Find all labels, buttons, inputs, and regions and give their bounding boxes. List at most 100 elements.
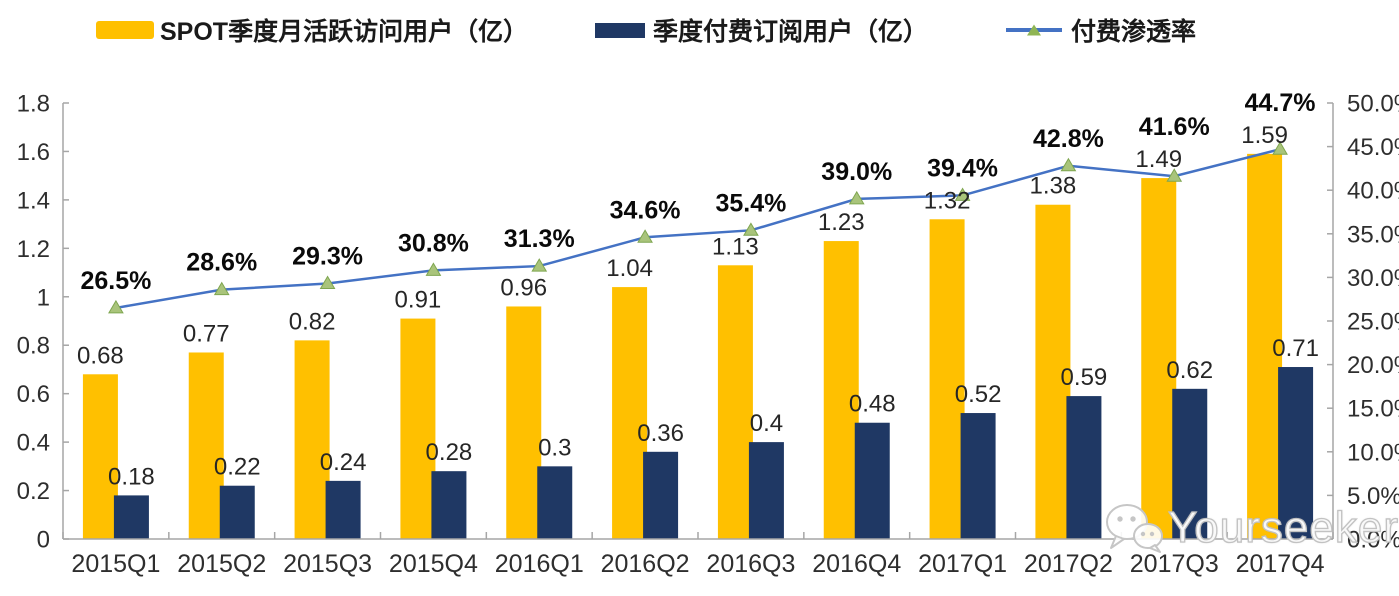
paid-bar	[219, 485, 255, 539]
left-axis-tick-label: 1.4	[17, 187, 50, 214]
category-label: 2015Q2	[177, 550, 266, 578]
paid-value-label: 0.36	[637, 420, 684, 447]
penetration-marker	[319, 275, 336, 290]
mau-value-label: 0.91	[395, 287, 442, 314]
paid-bar	[537, 466, 573, 539]
legend-label-penetration: 付费渗透率	[1071, 18, 1197, 46]
category-label: 2015Q1	[71, 550, 160, 578]
paid-value-label: 0.52	[955, 381, 1002, 408]
mau-value-label: 1.38	[1030, 173, 1077, 200]
left-axis-tick-label: 1.2	[17, 236, 50, 263]
left-axis-tick-label: 0.2	[17, 478, 50, 505]
mau-bar	[612, 287, 648, 539]
penetration-line	[115, 148, 1281, 310]
penetration-marker	[954, 187, 971, 201]
category-label: 2015Q4	[389, 550, 478, 578]
right-axis-tick-label: 45.0%	[1347, 134, 1399, 161]
penetration-value-label: 34.6%	[610, 196, 681, 224]
category-label: 2016Q4	[812, 550, 901, 578]
mau-value-label: 1.49	[1135, 146, 1182, 173]
penetration-marker	[1166, 168, 1183, 182]
penetration-value-label: 29.3%	[292, 243, 363, 271]
penetration-marker	[1272, 141, 1288, 155]
right-axis-tick-label: 25.0%	[1347, 309, 1399, 336]
penetration-value-label: 30.8%	[398, 229, 469, 257]
category-label: 2016Q2	[601, 550, 690, 578]
right-axis-tick-label: 5.0%	[1347, 483, 1399, 510]
left-axis-tick-label: 0	[37, 527, 50, 554]
right-axis-tick-label: 10.0%	[1347, 439, 1399, 466]
mau-value-label: 1.32	[924, 187, 971, 214]
legend-line-swatch	[1006, 24, 1062, 36]
mau-value-label: 0.96	[500, 274, 547, 301]
right-axis-tick-label: 20.0%	[1347, 352, 1399, 379]
bars-group	[82, 153, 1314, 540]
paid-bar	[431, 471, 467, 539]
paid-bar	[113, 495, 149, 539]
right-axis-tick-label: 35.0%	[1347, 221, 1399, 248]
penetration-marker	[425, 262, 442, 276]
wechat-icon	[1106, 504, 1163, 553]
category-label: 2016Q1	[495, 550, 584, 578]
paid-bar	[748, 442, 784, 539]
paid-bar	[643, 451, 679, 539]
mau-value-label: 1.23	[818, 209, 865, 236]
legend-swatch-subscribers	[595, 22, 645, 38]
penetration-marker	[213, 281, 230, 296]
penetration-marker	[108, 299, 124, 314]
penetration-value-label: 28.6%	[186, 249, 257, 277]
paid-bar	[1066, 396, 1102, 539]
left-axis-tick-label: 1.6	[17, 139, 50, 166]
penetration-value-label: 26.5%	[80, 267, 151, 295]
penetration-value-label: 39.0%	[821, 158, 892, 186]
left-axis-tick-label: 0.6	[17, 381, 50, 408]
category-label: 2016Q3	[706, 550, 795, 578]
legend-item-penetration: 付费渗透率	[1006, 14, 1196, 46]
left-axis-tick-label: 1.8	[17, 91, 50, 118]
watermark: Yourseeker	[1104, 502, 1399, 554]
right-axis-tick-label: 0.0%	[1347, 527, 1399, 554]
legend-item-mau: SPOT季度月活跃访问用户（亿）	[96, 14, 528, 46]
penetration-value-label: 31.3%	[504, 225, 575, 253]
paid-value-label: 0.18	[108, 463, 155, 490]
legend-item-subscribers: 季度付费订阅用户（亿）	[595, 14, 928, 46]
category-label: 2017Q2	[1024, 550, 1113, 578]
category-label: 2017Q1	[918, 550, 1007, 578]
mau-bar	[1035, 204, 1071, 539]
mau-value-label: 1.59	[1241, 122, 1288, 149]
penetration-value-label: 42.8%	[1033, 125, 1104, 153]
watermark-text: Yourseeker	[1167, 502, 1399, 552]
penetration-value-label: 35.4%	[715, 189, 786, 217]
mau-value-label: 0.82	[289, 308, 336, 335]
paid-bar	[960, 413, 996, 539]
mau-value-label: 1.13	[712, 233, 759, 260]
paid-value-label: 0.71	[1272, 335, 1319, 362]
paid-value-label: 0.3	[538, 434, 571, 461]
left-axis-tick-label: 0.4	[17, 430, 50, 457]
penetration-value-label: 39.4%	[927, 154, 998, 182]
penetration-marker	[743, 222, 759, 236]
right-axis-tick-label: 15.0%	[1347, 396, 1399, 423]
mau-value-label: 0.77	[183, 320, 230, 347]
penetration-marker	[1060, 157, 1077, 172]
mau-bar	[1247, 153, 1283, 539]
category-label: 2017Q3	[1130, 550, 1219, 578]
legend-swatch-mau	[96, 21, 154, 39]
mau-bar	[929, 219, 965, 539]
paid-bar	[1278, 367, 1314, 539]
mau-value-label: 0.68	[77, 342, 124, 369]
paid-value-label: 0.59	[1061, 364, 1108, 391]
right-axis-tick-label: 30.0%	[1347, 265, 1399, 292]
mau-bar	[506, 306, 542, 539]
mau-bar	[823, 241, 859, 540]
paid-value-label: 0.62	[1166, 357, 1213, 384]
paid-value-label: 0.28	[426, 439, 473, 466]
category-label: 2015Q3	[283, 550, 372, 578]
legend-label-subscribers: 季度付费订阅用户（亿）	[653, 18, 929, 46]
penetration-marker	[848, 190, 865, 205]
paid-bar	[1172, 388, 1208, 539]
right-axis-tick-label: 40.0%	[1347, 178, 1399, 205]
penetration-value-label: 41.6%	[1139, 113, 1210, 141]
